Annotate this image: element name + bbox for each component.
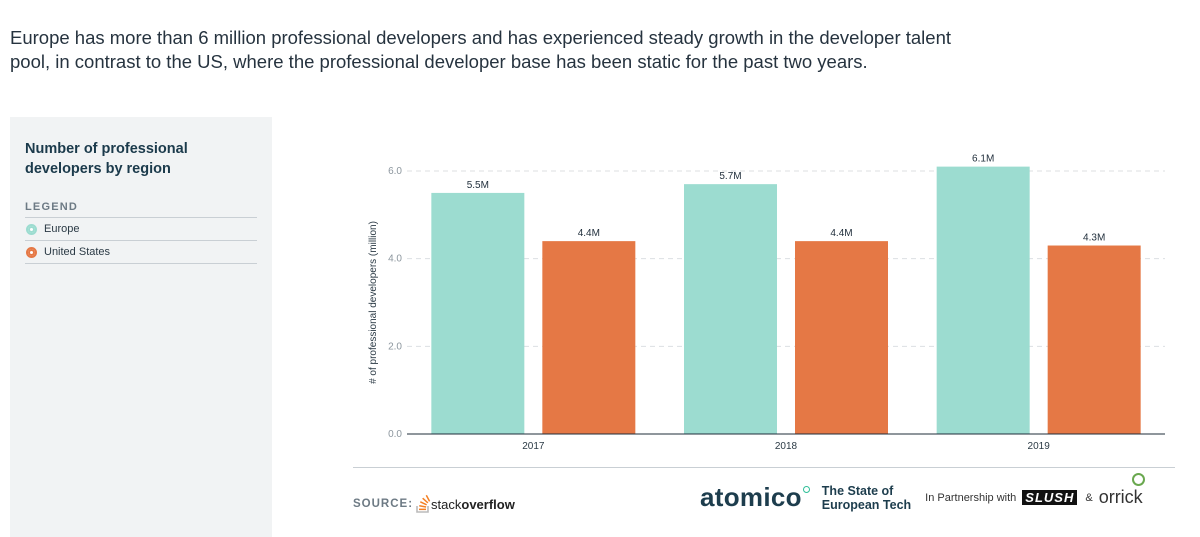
footer-branding: atomico The State of European Tech In Pa… bbox=[700, 473, 1145, 513]
y-tick-label: 2.0 bbox=[388, 341, 402, 352]
bar-united-states-2017 bbox=[542, 241, 636, 434]
report-title-line1: The State of bbox=[821, 483, 894, 498]
source-credit: SOURCE: stackoverflow bbox=[353, 494, 515, 514]
legend-swatch-united-states bbox=[26, 246, 37, 258]
data-label: 4.4M bbox=[578, 228, 600, 239]
orrick-ring-icon bbox=[1131, 473, 1145, 486]
x-tick-label: 2018 bbox=[775, 441, 798, 452]
data-label: 4.3M bbox=[1083, 233, 1105, 244]
footer-divider bbox=[353, 467, 1175, 468]
orrick-logo: orrick bbox=[1098, 473, 1145, 508]
chart-info-panel: Number of professional developers by reg… bbox=[10, 117, 272, 537]
atomico-logo: atomico bbox=[700, 482, 810, 513]
bar-europe-2017 bbox=[431, 192, 525, 434]
stackoverflow-logo: stackoverflow bbox=[415, 494, 515, 514]
data-label: 6.1M bbox=[972, 154, 994, 165]
stackoverflow-word-bold: overflow bbox=[461, 496, 515, 512]
stackoverflow-icon bbox=[416, 494, 431, 513]
bar-chart: 0.0 2.0 4.0 6.0 # of professional developers… bbox=[340, 140, 1190, 460]
x-tick-label: 2019 bbox=[1028, 441, 1051, 452]
panel-title: Number of professional developers by reg… bbox=[25, 141, 188, 177]
ampersand: & bbox=[1085, 491, 1093, 504]
bar-united-states-2019 bbox=[1047, 245, 1141, 434]
legend-item-europe[interactable]: Europe bbox=[25, 218, 257, 241]
bar-united-states-2018 bbox=[795, 241, 888, 434]
atomico-wordmark: atomico bbox=[700, 482, 802, 512]
y-tick-label: 6.0 bbox=[388, 166, 402, 177]
bar-europe-2019 bbox=[936, 166, 1030, 434]
legend-title: LEGEND bbox=[25, 201, 257, 218]
x-tick-label: 2017 bbox=[522, 441, 545, 452]
data-label: 4.4M bbox=[830, 228, 852, 239]
partnership-text: In Partnership with bbox=[925, 491, 1017, 504]
bar-chart-svg: 0.0 2.0 4.0 6.0 # of professional developers… bbox=[368, 154, 1165, 452]
stackoverflow-word-light: stack bbox=[431, 496, 462, 512]
legend-label-united-states: United States bbox=[44, 246, 111, 258]
report-title: The State of European Tech bbox=[822, 484, 911, 512]
legend-item-united-states[interactable]: United States bbox=[25, 241, 257, 264]
slush-logo: SLUSH bbox=[1022, 490, 1078, 505]
y-axis-title: # of professional developers (million) bbox=[368, 221, 379, 384]
y-tick-label: 4.0 bbox=[388, 254, 402, 265]
report-title-line2: European Tech bbox=[821, 497, 912, 512]
y-tick-label: 0.0 bbox=[388, 429, 402, 440]
data-label: 5.7M bbox=[719, 171, 741, 182]
atomico-dot-icon bbox=[802, 486, 810, 493]
headline: Europe has more than 6 million professio… bbox=[10, 27, 951, 72]
legend-swatch-europe bbox=[26, 223, 37, 235]
orrick-wordmark: orrick bbox=[1098, 487, 1143, 507]
bar-europe-2018 bbox=[684, 184, 777, 434]
legend-label-europe: Europe bbox=[44, 223, 80, 235]
data-label: 5.5M bbox=[467, 180, 489, 191]
source-label: SOURCE: bbox=[353, 498, 414, 510]
